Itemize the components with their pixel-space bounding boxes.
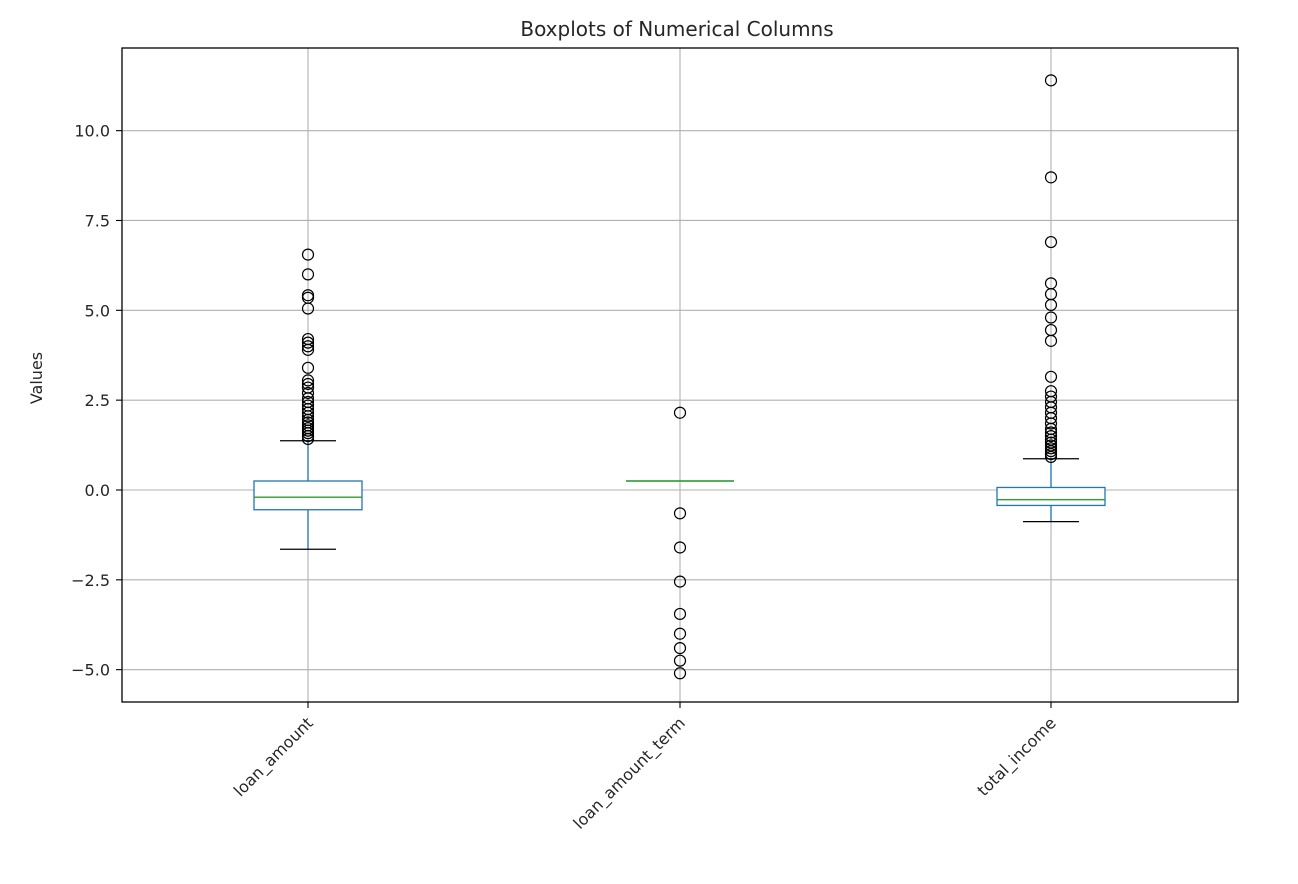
box-total_income [996, 458, 1106, 523]
flier-point [1044, 385, 1058, 398]
x-tick-label: loan_amount_term [569, 713, 689, 833]
iqr-box [996, 486, 1106, 507]
flier-point [1044, 235, 1058, 249]
x-axis: loan_amount loan_amount_term total_income [230, 702, 1061, 834]
flier-point [301, 419, 315, 432]
y-tick-label: −2.5 [71, 571, 110, 590]
flier-point [1044, 171, 1058, 184]
flier-point [1044, 74, 1058, 87]
flier-point [673, 607, 687, 621]
flier-point [301, 386, 315, 400]
y-tick-label: 10.0 [74, 122, 110, 141]
flier-point [301, 289, 315, 302]
x-tick-label: total_income [973, 713, 1060, 800]
flier-point [1044, 436, 1058, 449]
flier-point [1044, 426, 1058, 439]
flier-point [673, 406, 687, 419]
y-axis-label: Values [27, 352, 46, 404]
flier-point [673, 507, 687, 520]
flier-point [1044, 311, 1058, 324]
flier-point [301, 422, 315, 435]
flier-point [673, 641, 687, 655]
flier-point [1044, 439, 1058, 452]
flier-point [673, 667, 687, 680]
flier-point [301, 381, 315, 394]
flier-point [301, 248, 315, 261]
box-loan_amount [253, 440, 363, 550]
flier-point [1044, 323, 1058, 337]
flier-point [301, 399, 315, 412]
flier-point [301, 377, 315, 391]
y-axis: −5.0 −2.5 0.0 2.5 5.0 7.5 10.0 [71, 122, 122, 680]
flier-point [301, 340, 315, 353]
flier-point [1044, 277, 1058, 290]
flier-point [1044, 390, 1058, 403]
flier-point [673, 654, 687, 667]
flier-point [301, 361, 315, 374]
flier-point [673, 575, 687, 588]
x-tick-label: loan_amount [230, 713, 318, 801]
flier-point [301, 268, 315, 281]
flier-point [673, 541, 687, 554]
y-tick-label: 0.0 [85, 481, 110, 500]
flier-layer [301, 74, 1058, 680]
chart-title: Boxplots of Numerical Columns [520, 17, 833, 41]
y-tick-label: −5.0 [71, 661, 110, 680]
flier-point [301, 332, 315, 346]
flier-point [1044, 442, 1058, 455]
flier-point [301, 374, 315, 387]
iqr-box [253, 480, 363, 511]
flier-point [1044, 429, 1058, 443]
flier-point [301, 395, 315, 409]
flier-point [1044, 370, 1058, 383]
y-tick-label: 2.5 [85, 391, 110, 410]
grid-layer [122, 48, 1238, 702]
y-tick-label: 5.0 [85, 301, 110, 320]
box-layer [253, 440, 1106, 550]
flier-point [301, 336, 315, 349]
y-tick-label: 7.5 [85, 211, 110, 230]
flier-point [673, 627, 687, 640]
